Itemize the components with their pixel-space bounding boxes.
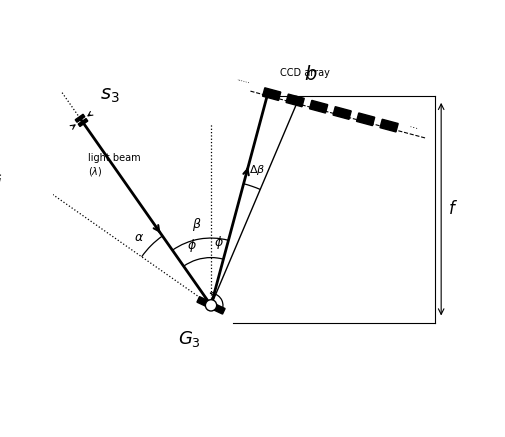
Text: $s_3$: $s_3$ [99, 86, 119, 105]
Polygon shape [78, 118, 88, 126]
Polygon shape [356, 113, 374, 125]
Circle shape [205, 300, 216, 311]
Text: $b$: $b$ [303, 65, 317, 84]
Polygon shape [309, 101, 327, 113]
Polygon shape [75, 114, 85, 122]
Text: $\beta$: $\beta$ [191, 215, 201, 232]
Text: $n_G$: $n_G$ [0, 167, 3, 185]
Text: $f$: $f$ [447, 200, 457, 218]
Text: CCD array: CCD array [279, 68, 329, 78]
Polygon shape [332, 107, 350, 119]
Text: $\Delta\beta$: $\Delta\beta$ [249, 163, 265, 177]
Polygon shape [379, 119, 397, 132]
Text: ...: ... [408, 119, 419, 131]
Text: $\alpha$: $\alpha$ [134, 231, 144, 244]
Polygon shape [196, 297, 225, 314]
Text: light beam
($\lambda$): light beam ($\lambda$) [88, 153, 140, 178]
Text: $G_3$: $G_3$ [178, 329, 200, 349]
Text: $\phi$: $\phi$ [214, 234, 224, 251]
Text: ......: ...... [235, 75, 250, 84]
Text: $\phi$: $\phi$ [187, 237, 196, 254]
Polygon shape [285, 94, 304, 107]
Polygon shape [262, 88, 280, 101]
